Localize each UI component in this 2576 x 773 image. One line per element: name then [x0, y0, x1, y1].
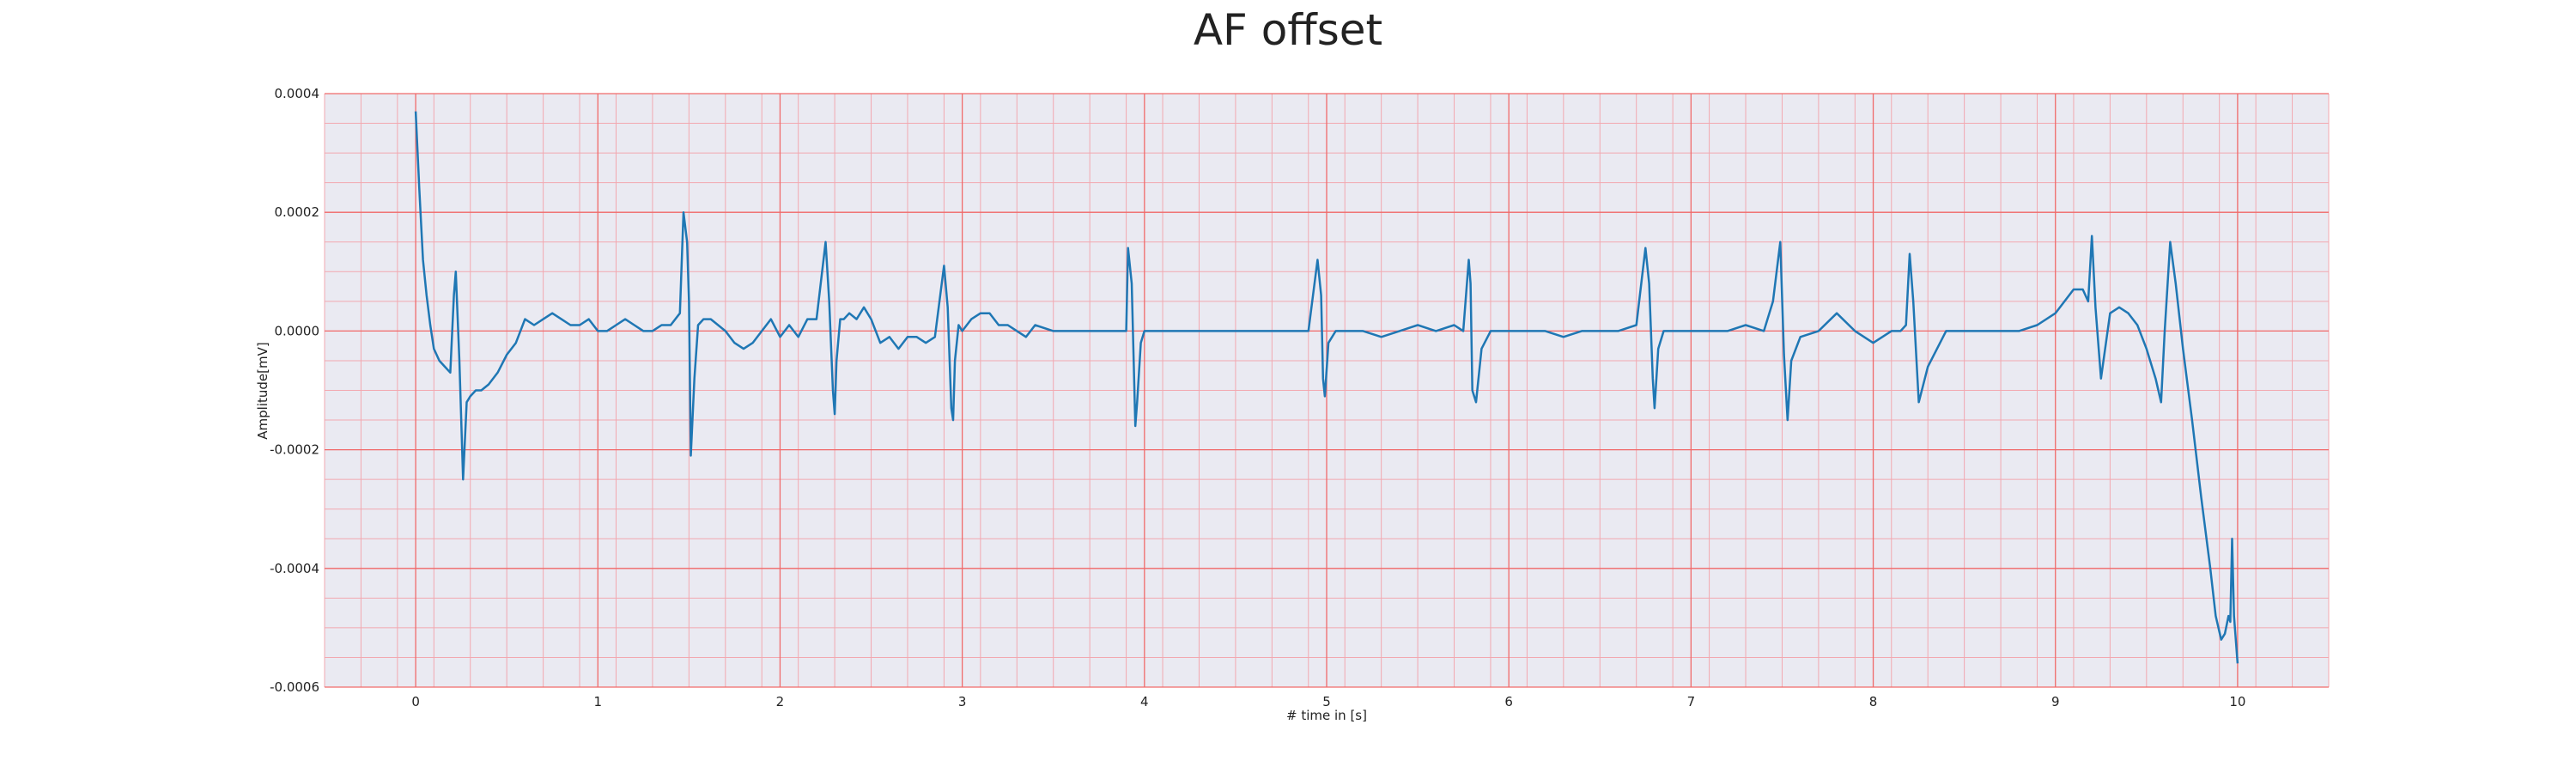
- x-tick-label: 6: [1504, 694, 1513, 709]
- major-grid: [325, 93, 2329, 688]
- x-tick-label: 10: [2229, 694, 2245, 709]
- y-tick-label: -0.0004: [270, 561, 319, 576]
- y-tick-label: 0.0000: [275, 323, 320, 338]
- y-tick-label: -0.0002: [270, 442, 319, 458]
- y-tick-label: -0.0006: [270, 679, 319, 695]
- y-axis-label: Amplitude[mV]: [255, 342, 270, 439]
- x-tick-label: 1: [593, 694, 602, 709]
- x-tick-label: 7: [1687, 694, 1696, 709]
- y-tick-label: 0.0002: [275, 204, 320, 220]
- x-tick-label: 5: [1322, 694, 1331, 709]
- y-axis: 0.0004 0.0002 0.0000 -0.0002 -0.0004 -0.0006: [270, 86, 319, 695]
- x-tick-label: 0: [411, 694, 420, 709]
- series-line: [414, 111, 2239, 664]
- x-tick-label: 3: [958, 694, 967, 709]
- x-axis-label: # time in [s]: [1286, 708, 1367, 723]
- x-tick-label: 8: [1869, 694, 1878, 709]
- x-tick-label: 9: [2051, 694, 2060, 709]
- y-tick-label: 0.0004: [275, 86, 320, 101]
- x-axis: 0 1 2 3 4 5 6 7 8 9 10: [411, 694, 2245, 709]
- chart-title: AF offset: [1194, 5, 1382, 55]
- x-tick-label: 2: [776, 694, 785, 709]
- x-tick-label: 4: [1140, 694, 1149, 709]
